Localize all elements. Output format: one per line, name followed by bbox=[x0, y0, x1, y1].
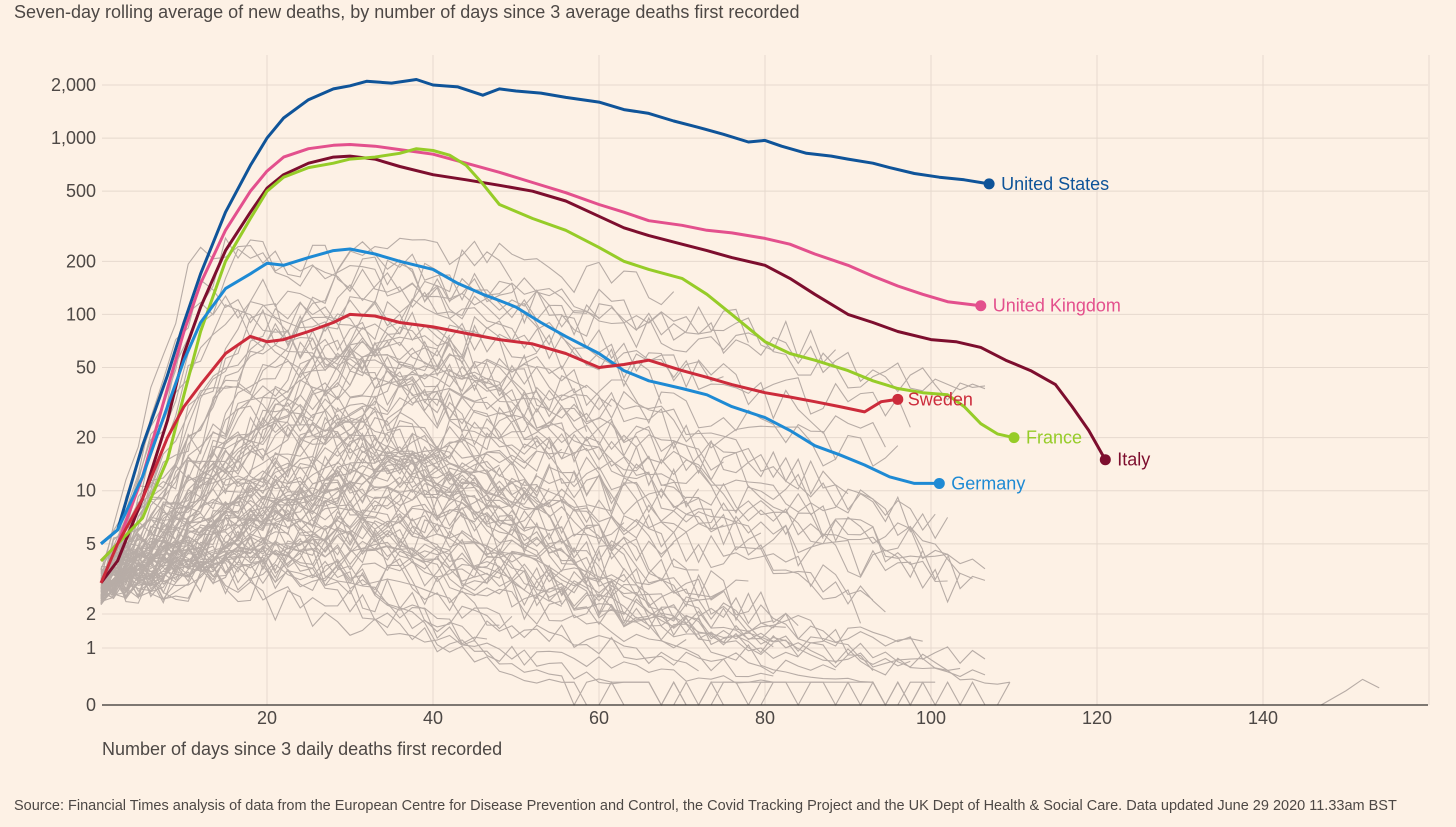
series-line-germany bbox=[100, 247, 940, 545]
other-country-line bbox=[100, 528, 749, 599]
series-end-dot-france bbox=[1008, 432, 1020, 444]
other-country-line bbox=[100, 298, 886, 602]
other-country-line bbox=[100, 509, 923, 647]
other-country-line bbox=[100, 248, 600, 597]
other-country-line bbox=[100, 398, 612, 588]
other-country-line bbox=[100, 455, 949, 605]
x-tick-label: 20 bbox=[257, 708, 277, 728]
other-country-line bbox=[100, 388, 986, 592]
x-tick-label: 40 bbox=[423, 708, 443, 728]
series-line-united-kingdom bbox=[99, 143, 981, 562]
x-tick-label: 80 bbox=[755, 708, 775, 728]
other-country-line bbox=[100, 356, 700, 572]
y-tick-label: 2,000 bbox=[51, 75, 96, 95]
other-country-line bbox=[100, 279, 475, 571]
other-country-line bbox=[100, 518, 699, 672]
chart-grid bbox=[102, 55, 1430, 706]
other-country-line bbox=[1320, 678, 1380, 706]
series-end-dot-italy bbox=[1099, 454, 1111, 466]
other-country-line bbox=[100, 241, 550, 585]
chart-axes: 0 1 2 5 10 20 50 100 200 500 1,000 2,000 20 40 60 80 100… bbox=[51, 75, 1428, 728]
other-country-line bbox=[100, 407, 849, 604]
series-end-dot-united-states bbox=[983, 178, 995, 190]
other-country-line bbox=[100, 365, 986, 597]
other-country-line bbox=[100, 418, 563, 592]
series-label-united-states: United States bbox=[1001, 174, 1109, 194]
other-country-line bbox=[100, 432, 961, 602]
chart-subtitle: Seven-day rolling average of new deaths,… bbox=[14, 2, 800, 22]
series-line-sweden bbox=[99, 312, 899, 584]
other-country-line bbox=[100, 236, 986, 577]
other-country-line bbox=[100, 316, 899, 569]
x-tick-label: 120 bbox=[1082, 708, 1112, 728]
other-country-line bbox=[100, 408, 699, 589]
other-country-line bbox=[100, 244, 986, 580]
other-country-line bbox=[100, 565, 774, 684]
other-country-line bbox=[100, 385, 538, 572]
other-country-line bbox=[100, 396, 973, 604]
series-end-dot-germany bbox=[933, 477, 945, 489]
y-tick-label: 20 bbox=[76, 428, 96, 448]
other-country-line bbox=[100, 466, 774, 634]
other-country-line bbox=[100, 474, 724, 608]
other-country-line bbox=[100, 458, 500, 604]
y-tick-label: 10 bbox=[76, 481, 96, 501]
other-country-line bbox=[100, 481, 625, 615]
y-tick-label: 50 bbox=[76, 357, 96, 377]
series-end-dot-sweden bbox=[892, 393, 904, 405]
other-country-line bbox=[100, 492, 625, 598]
x-tick-label: 60 bbox=[589, 708, 609, 728]
source-note: Source: Financial Times analysis of data… bbox=[14, 798, 1397, 814]
highlighted-country-lines: United States United Kingdom Italy France Ge… bbox=[99, 78, 1150, 584]
other-country-line bbox=[100, 324, 911, 602]
x-axis-title: Number of days since 3 daily deaths firs… bbox=[102, 739, 502, 759]
other-country-line bbox=[100, 248, 513, 595]
y-tick-label: 1,000 bbox=[51, 128, 96, 148]
y-tick-label: 5 bbox=[86, 534, 96, 554]
other-countries-lines bbox=[100, 236, 1380, 707]
series-end-dot-united-kingdom bbox=[975, 300, 987, 312]
series-label-united-kingdom: United Kingdom bbox=[993, 296, 1121, 316]
y-tick-label: 0 bbox=[86, 695, 96, 715]
other-country-line bbox=[100, 420, 886, 613]
y-tick-label: 100 bbox=[66, 304, 96, 324]
series-label-france: France bbox=[1026, 428, 1082, 448]
series-line-united-states bbox=[100, 78, 990, 545]
other-country-line bbox=[100, 329, 936, 599]
other-country-line bbox=[100, 468, 874, 671]
y-tick-label: 2 bbox=[86, 604, 96, 624]
other-country-line bbox=[100, 564, 562, 625]
other-country-line bbox=[100, 253, 749, 585]
y-tick-label: 500 bbox=[66, 181, 96, 201]
series-label-sweden: Sweden bbox=[908, 389, 973, 409]
series-line-italy bbox=[99, 154, 1107, 584]
y-tick-label: 1 bbox=[86, 638, 96, 658]
series-line-france bbox=[99, 147, 1015, 562]
x-tick-label: 140 bbox=[1248, 708, 1278, 728]
x-tick-label: 100 bbox=[916, 708, 946, 728]
other-country-line bbox=[100, 499, 1010, 685]
other-country-line bbox=[100, 355, 949, 594]
chart-canvas: United States United Kingdom Italy France Ge… bbox=[51, 55, 1430, 759]
other-country-line bbox=[100, 338, 687, 590]
other-country-line bbox=[100, 360, 924, 707]
series-label-italy: Italy bbox=[1117, 450, 1150, 470]
series-label-germany: Germany bbox=[951, 473, 1025, 493]
other-country-line bbox=[100, 551, 936, 707]
other-country-line bbox=[100, 428, 625, 584]
other-country-line bbox=[100, 308, 724, 580]
other-country-line bbox=[100, 300, 924, 601]
other-country-line bbox=[100, 531, 986, 678]
y-tick-label: 200 bbox=[66, 251, 96, 271]
